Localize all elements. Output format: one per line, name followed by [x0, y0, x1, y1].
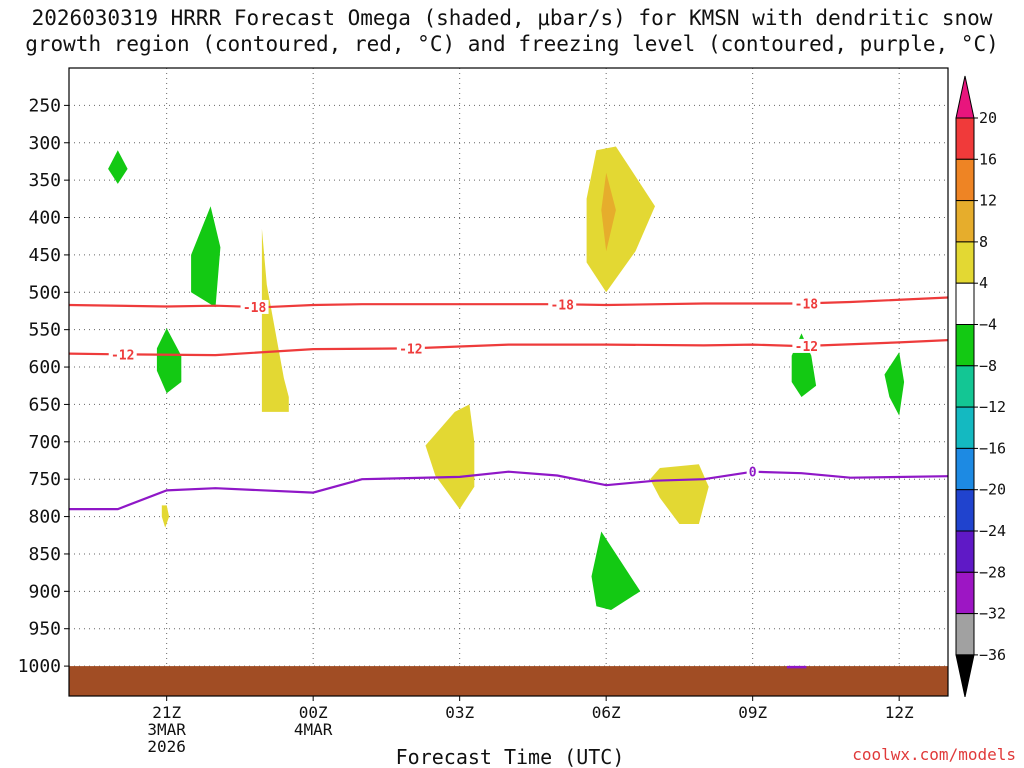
isotherm-minus12-label: -12: [795, 340, 818, 355]
y-tick-label: 500: [28, 282, 61, 303]
colorbar-swatch: [955, 654, 975, 698]
isotherm-minus18-label-bg: [792, 296, 821, 311]
isotherm-minus12-label-bg: [108, 347, 137, 362]
y-tick-label: 900: [28, 581, 61, 602]
colorbar-swatch: [955, 530, 975, 573]
colorbar-label: 16: [979, 150, 997, 168]
colorbar-label: −4: [979, 316, 997, 334]
isotherm-minus12-label-bg: [792, 338, 821, 353]
omega-region: [425, 404, 475, 510]
y-tick-label: 850: [28, 544, 61, 565]
y-tick-label: 350: [28, 170, 61, 191]
y-tick-label: 800: [28, 507, 61, 528]
colorbar-swatch: [955, 241, 975, 284]
omega-region: [586, 146, 655, 293]
y-tick-label: 250: [28, 95, 61, 116]
omega-region: [161, 505, 170, 528]
colorbar-swatch: [955, 117, 975, 160]
colorbar-label: 12: [979, 192, 997, 210]
y-tick-label: 450: [28, 245, 61, 266]
x-tick-label: 03Z: [445, 703, 474, 722]
colorbar-label: −12: [979, 398, 1006, 416]
colorbar-swatch: [955, 447, 975, 491]
colorbar-swatch: [955, 406, 975, 449]
omega-region: [601, 172, 616, 252]
plot-background: [69, 68, 948, 696]
y-tick-label: 750: [28, 469, 61, 490]
omega-region: [191, 206, 221, 308]
freezing-level-label: 0: [749, 466, 757, 481]
colorbar-label: −28: [979, 563, 1006, 581]
x-tick-label: 12Z: [885, 703, 914, 722]
isotherm-minus12-label: -12: [111, 348, 134, 363]
colorbar-label: −20: [979, 481, 1006, 499]
colorbar-label: −16: [979, 439, 1006, 457]
isotherm-minus12-label: -12: [399, 342, 422, 357]
colorbar-swatch: [955, 324, 975, 367]
x-tick-label: 4MAR: [294, 720, 333, 739]
plot-frame: [68, 67, 949, 697]
x-tick-label: 3MAR: [147, 720, 186, 739]
colorbar-label: 8: [979, 233, 988, 251]
isotherm-minus18-label: -18: [795, 297, 819, 312]
colorbar-label: 20: [979, 109, 997, 127]
colorbar-swatch: [955, 200, 975, 243]
colorbar-swatch: [955, 282, 975, 326]
chart-title-line1: 2026030319 HRRR Forecast Omega (shaded, …: [31, 6, 993, 30]
y-tick-label: 650: [28, 394, 61, 415]
colorbar-swatch: [955, 75, 975, 119]
colorbar-label: −36: [979, 646, 1006, 664]
y-tick-label: 600: [28, 357, 61, 378]
colorbar-swatch: [955, 158, 975, 202]
isotherm-minus18-label-bg: [548, 297, 577, 312]
isotherm-minus18-label-bg: [240, 299, 269, 314]
omega-region: [884, 352, 905, 416]
y-tick-label: 700: [28, 432, 61, 453]
isotherm-minus12-label-bg: [396, 341, 425, 356]
y-tick-label: 550: [28, 320, 61, 341]
isotherm-minus18-label: -18: [550, 298, 574, 313]
terrain-ground: [69, 666, 948, 696]
colorbar-label: −32: [979, 605, 1006, 623]
x-tick-label: 09Z: [738, 703, 767, 722]
colorbar-swatch: [955, 613, 975, 656]
colorbar-label: −8: [979, 357, 997, 375]
omega-region: [156, 328, 182, 394]
omega-region: [591, 531, 641, 610]
colorbar-label: −24: [979, 522, 1006, 540]
credit-text: coolwx.com/models: [852, 745, 1016, 764]
y-tick-label: 300: [28, 133, 61, 154]
x-axis-label: Forecast Time (UTC): [396, 745, 625, 768]
x-tick-label: 21Z: [152, 703, 181, 722]
y-tick-label: 400: [28, 208, 61, 229]
colorbar-swatch: [955, 489, 975, 532]
y-tick-label: 1000: [18, 656, 61, 677]
omega-region: [261, 228, 289, 412]
chart-title-line2: growth region (contoured, red, °C) and f…: [25, 32, 999, 56]
x-tick-label: 00Z: [299, 703, 328, 722]
colorbar-swatch: [955, 365, 975, 408]
y-tick-label: 950: [28, 619, 61, 640]
colorbar-label: 4: [979, 274, 988, 292]
x-tick-label: 06Z: [592, 703, 621, 722]
plot-area: -18 -18 -18 -12 -12 -12 0: [69, 68, 948, 696]
colorbar-swatch: [955, 571, 975, 615]
freezing-level-line: [69, 470, 948, 511]
isotherm-minus18-label: -18: [243, 301, 267, 316]
omega-region: [108, 150, 128, 184]
freezing-level-label-bg: [746, 464, 759, 479]
x-tick-label: 2026: [147, 737, 186, 756]
